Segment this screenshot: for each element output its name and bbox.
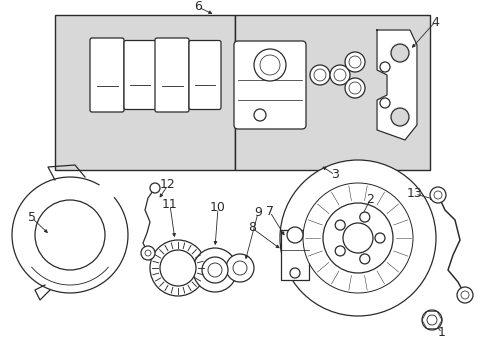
Circle shape bbox=[207, 263, 222, 277]
Text: 7: 7 bbox=[265, 206, 273, 219]
Circle shape bbox=[193, 248, 237, 292]
Bar bbox=[55, 15, 235, 170]
Text: 4: 4 bbox=[430, 15, 438, 28]
Circle shape bbox=[433, 191, 441, 199]
Circle shape bbox=[379, 98, 389, 108]
Text: 1: 1 bbox=[437, 327, 445, 339]
Circle shape bbox=[309, 65, 329, 85]
Circle shape bbox=[348, 82, 360, 94]
FancyBboxPatch shape bbox=[155, 38, 189, 112]
Circle shape bbox=[426, 315, 436, 325]
Circle shape bbox=[141, 246, 155, 260]
Circle shape bbox=[456, 287, 472, 303]
Circle shape bbox=[232, 261, 246, 275]
Text: 8: 8 bbox=[247, 221, 256, 234]
FancyBboxPatch shape bbox=[189, 40, 221, 109]
Text: 9: 9 bbox=[254, 207, 262, 220]
Circle shape bbox=[202, 257, 227, 283]
Circle shape bbox=[329, 65, 349, 85]
Circle shape bbox=[145, 250, 151, 256]
Circle shape bbox=[379, 62, 389, 72]
Circle shape bbox=[150, 183, 160, 193]
Circle shape bbox=[390, 44, 408, 62]
Circle shape bbox=[160, 250, 196, 286]
Circle shape bbox=[348, 56, 360, 68]
Circle shape bbox=[313, 69, 325, 81]
Circle shape bbox=[280, 160, 435, 316]
Bar bbox=[281, 230, 308, 280]
Text: 5: 5 bbox=[28, 211, 36, 225]
Circle shape bbox=[303, 183, 412, 293]
Circle shape bbox=[359, 254, 369, 264]
Circle shape bbox=[345, 78, 364, 98]
Circle shape bbox=[334, 246, 345, 256]
Text: 6: 6 bbox=[194, 0, 202, 13]
Bar bbox=[235, 15, 429, 170]
Text: 2: 2 bbox=[366, 193, 373, 207]
Text: 11: 11 bbox=[162, 198, 178, 211]
FancyBboxPatch shape bbox=[90, 38, 124, 112]
Circle shape bbox=[342, 223, 372, 253]
Circle shape bbox=[429, 187, 445, 203]
Circle shape bbox=[460, 291, 468, 299]
Text: 13: 13 bbox=[407, 188, 422, 201]
Circle shape bbox=[289, 268, 299, 278]
Polygon shape bbox=[376, 30, 416, 140]
Circle shape bbox=[333, 69, 346, 81]
Circle shape bbox=[253, 109, 265, 121]
Circle shape bbox=[260, 55, 280, 75]
Circle shape bbox=[421, 310, 441, 330]
Circle shape bbox=[334, 220, 345, 230]
Circle shape bbox=[323, 203, 392, 273]
Text: 3: 3 bbox=[330, 168, 338, 181]
FancyBboxPatch shape bbox=[234, 41, 305, 129]
Circle shape bbox=[286, 227, 303, 243]
Circle shape bbox=[253, 49, 285, 81]
Circle shape bbox=[359, 212, 369, 222]
Circle shape bbox=[390, 108, 408, 126]
Circle shape bbox=[225, 254, 253, 282]
FancyBboxPatch shape bbox=[124, 40, 156, 109]
Circle shape bbox=[374, 233, 384, 243]
Text: 12: 12 bbox=[160, 179, 176, 192]
Text: 10: 10 bbox=[210, 202, 225, 215]
Circle shape bbox=[35, 200, 105, 270]
Circle shape bbox=[345, 52, 364, 72]
Circle shape bbox=[150, 240, 205, 296]
